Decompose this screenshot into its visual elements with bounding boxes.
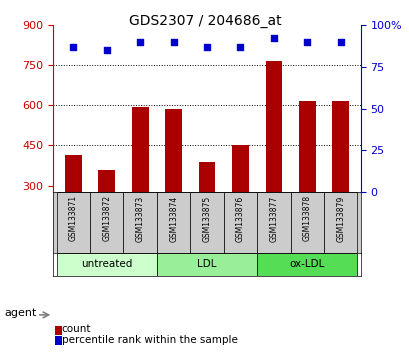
Text: GSM133874: GSM133874 (169, 195, 178, 242)
Text: GSM133879: GSM133879 (335, 195, 344, 242)
FancyBboxPatch shape (90, 192, 123, 253)
FancyBboxPatch shape (223, 192, 256, 253)
Bar (231, 145, 248, 192)
Point (70, 44, 76, 50)
FancyBboxPatch shape (157, 192, 190, 253)
Point (337, 39, 343, 44)
Bar (165, 109, 182, 192)
Text: LDL: LDL (197, 259, 216, 269)
Text: ox-LDL: ox-LDL (289, 259, 324, 269)
Point (303, 39, 310, 44)
Point (237, 44, 243, 50)
FancyBboxPatch shape (56, 192, 90, 253)
Text: GDS2307 / 204686_at: GDS2307 / 204686_at (128, 14, 281, 28)
FancyBboxPatch shape (190, 192, 223, 253)
Point (270, 35, 276, 41)
Bar (265, 61, 281, 192)
Point (203, 44, 210, 50)
Bar (332, 101, 348, 192)
FancyBboxPatch shape (290, 192, 323, 253)
Text: GSM133873: GSM133873 (135, 195, 144, 242)
Bar (198, 161, 215, 192)
Text: GSM133875: GSM133875 (202, 195, 211, 242)
FancyBboxPatch shape (323, 192, 357, 253)
Text: GSM133871: GSM133871 (69, 195, 78, 241)
Text: agent: agent (4, 308, 36, 318)
Point (170, 39, 176, 44)
Text: GSM133876: GSM133876 (236, 195, 244, 242)
Bar (132, 107, 148, 192)
FancyBboxPatch shape (56, 253, 157, 276)
Text: GSM133872: GSM133872 (102, 195, 111, 241)
FancyBboxPatch shape (157, 253, 256, 276)
Bar (98, 170, 115, 192)
Bar (298, 101, 315, 192)
Text: untreated: untreated (81, 259, 132, 269)
FancyBboxPatch shape (123, 192, 157, 253)
FancyBboxPatch shape (256, 253, 357, 276)
Text: GSM133878: GSM133878 (302, 195, 311, 241)
Text: count: count (61, 324, 91, 334)
Bar (65, 155, 81, 192)
Text: GSM133877: GSM133877 (269, 195, 278, 242)
Text: percentile rank within the sample: percentile rank within the sample (61, 335, 237, 345)
Point (137, 39, 143, 44)
FancyBboxPatch shape (256, 192, 290, 253)
Point (103, 47, 110, 53)
